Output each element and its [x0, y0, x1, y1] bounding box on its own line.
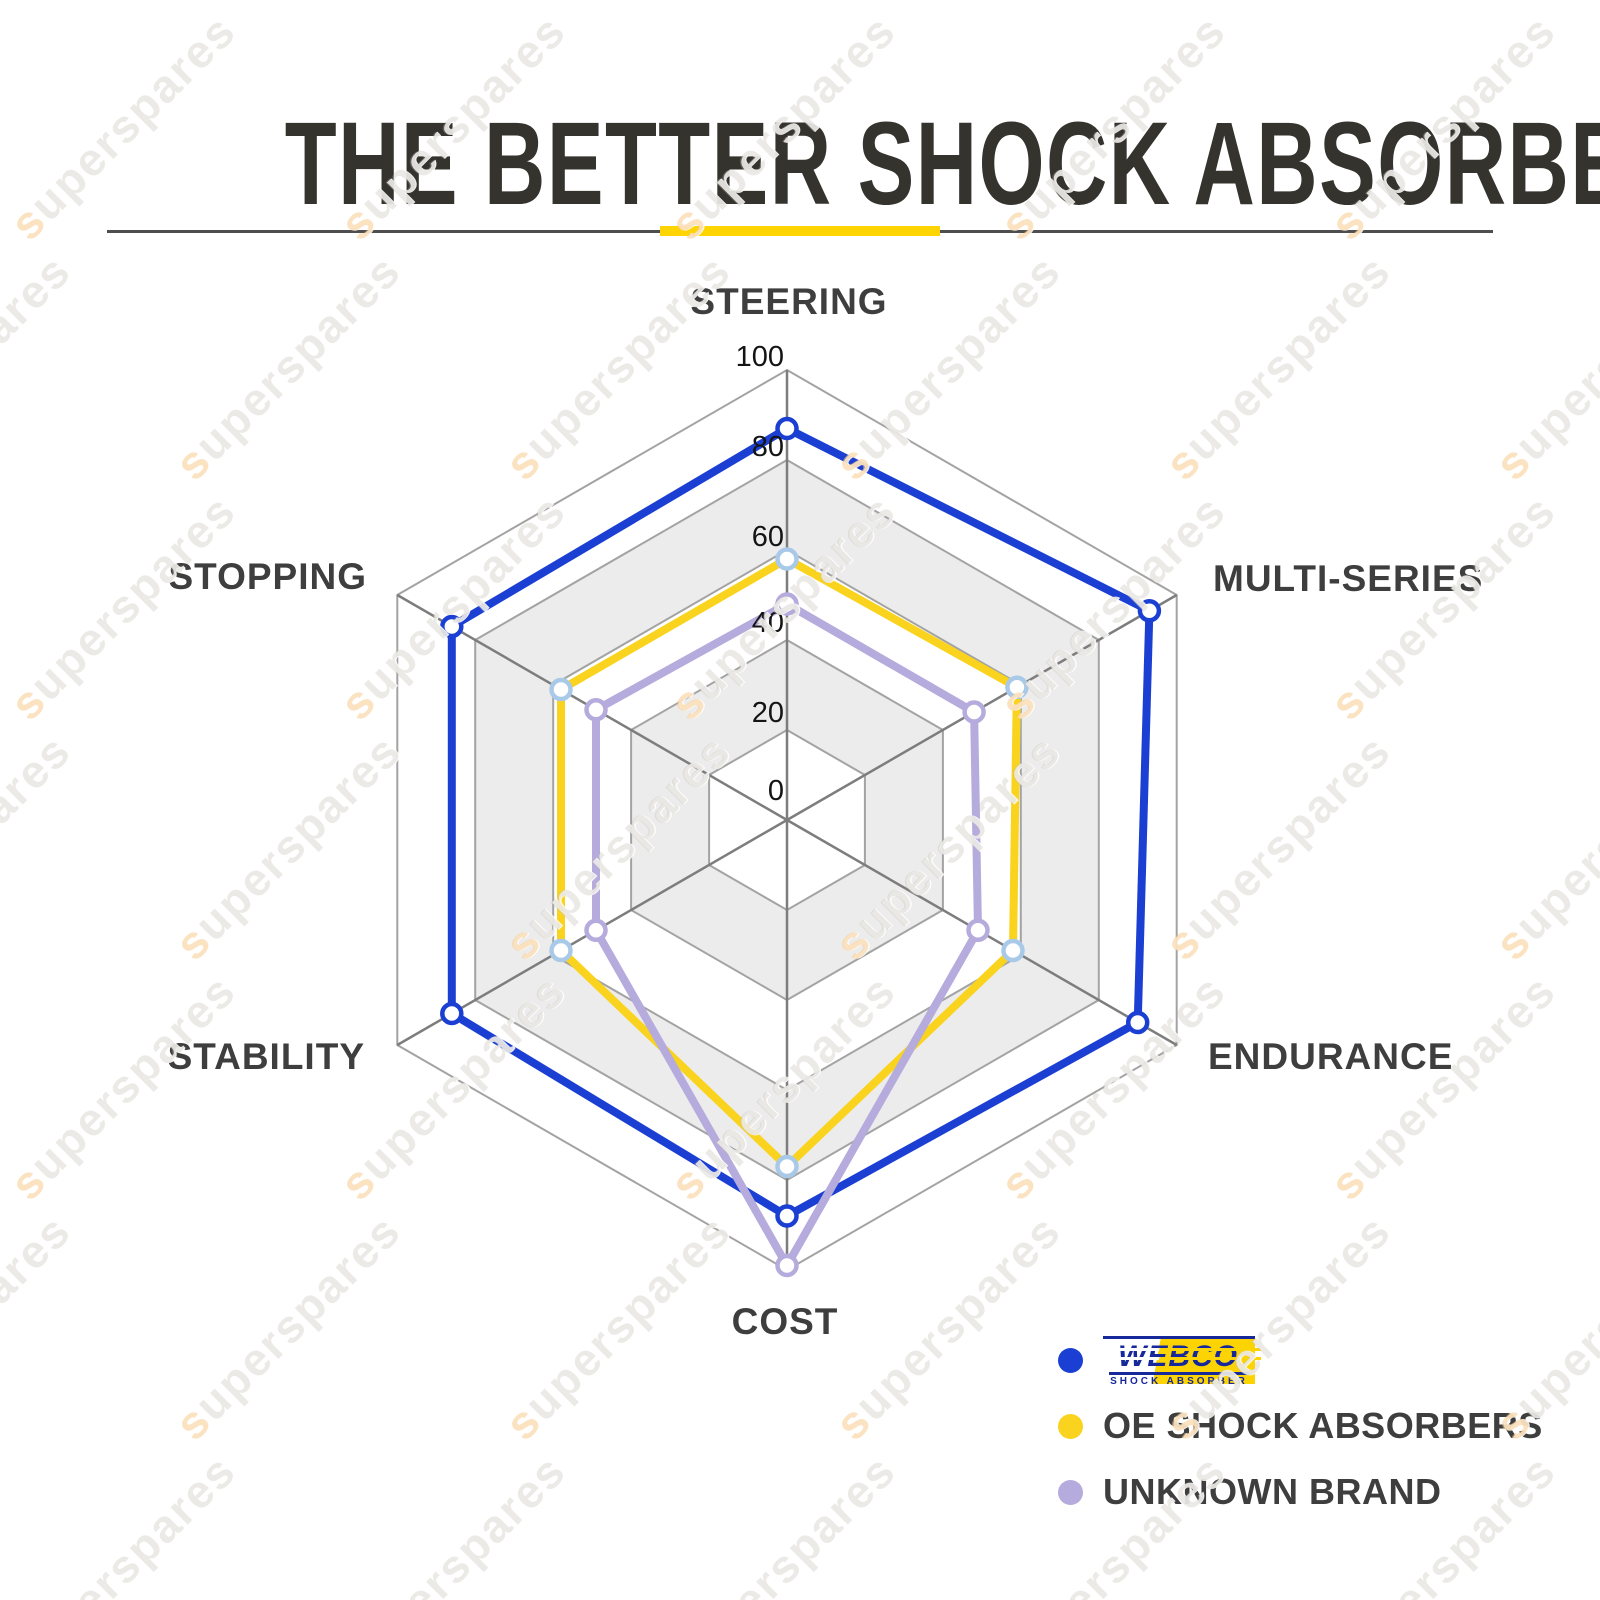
title-wrap: THE BETTER SHOCK ABSORBERS	[0, 96, 1600, 232]
legend-dot-purple	[1058, 1479, 1083, 1505]
data-point-webco	[775, 1204, 799, 1228]
data-point-webco	[1137, 599, 1162, 623]
data-point-oe-shock-absorbers	[549, 677, 573, 702]
title-divider-accent	[660, 226, 940, 236]
axis-label-stopping: STOPPING	[168, 556, 367, 597]
tick-40: 40	[751, 607, 784, 639]
tick-0: 0	[767, 775, 784, 807]
legend-label-oe: OE SHOCK ABSORBERS	[1103, 1405, 1543, 1446]
webco-logo: WEBCO SHOCK ABSORBER	[1097, 1336, 1261, 1387]
data-point-webco	[440, 1001, 464, 1026]
data-point-webco	[440, 614, 464, 639]
tick-80: 80	[751, 431, 784, 463]
legend-item-oe: OE SHOCK ABSORBERS	[1058, 1405, 1543, 1446]
legend-label-unknown: UNKNOWN BRAND	[1103, 1471, 1442, 1512]
axis-label-multi-series: MULTI-SERIES	[1213, 558, 1484, 599]
data-point-webco	[1125, 1010, 1150, 1035]
logo-stripe	[1097, 1348, 1261, 1351]
data-point-oe-shock-absorbers	[1005, 675, 1029, 700]
webco-logo-tagline: SHOCK ABSORBER	[1110, 1376, 1248, 1387]
axis-label-cost: COST	[731, 1301, 839, 1342]
data-point-oe-shock-absorbers	[549, 938, 573, 963]
data-point-unknown-brand	[775, 1253, 799, 1278]
logo-stripe	[1097, 1357, 1261, 1360]
legend-item-unknown: UNKNOWN BRAND	[1058, 1471, 1543, 1512]
data-point-oe-shock-absorbers	[775, 547, 799, 571]
legend-item-webco: WEBCO SHOCK ABSORBER	[1058, 1336, 1543, 1387]
data-point-unknown-brand	[962, 700, 986, 724]
tick-100: 100	[735, 341, 784, 373]
data-point-oe-shock-absorbers	[775, 1154, 799, 1179]
axis-label-stability: STABILITY	[167, 1036, 365, 1077]
data-point-webco	[775, 416, 799, 441]
data-point-unknown-brand	[966, 918, 990, 943]
legend: WEBCO SHOCK ABSORBER OE SHOCK ABSORBERS …	[1058, 1336, 1543, 1512]
page-title: THE BETTER SHOCK ABSORBERS	[284, 98, 1600, 230]
data-point-unknown-brand	[584, 918, 608, 943]
legend-dot-blue	[1058, 1347, 1083, 1373]
axis-label-endurance: ENDURANCE	[1208, 1036, 1454, 1077]
data-point-oe-shock-absorbers	[1001, 938, 1025, 963]
data-point-unknown-brand	[584, 698, 608, 722]
tick-60: 60	[751, 521, 784, 553]
tick-20: 20	[751, 697, 784, 729]
axis-label-steering: STEERING	[690, 281, 888, 322]
data-point-unknown-brand	[775, 592, 799, 616]
legend-dot-yellow	[1058, 1413, 1083, 1439]
webco-logo-word: WEBCO	[1109, 1342, 1249, 1375]
